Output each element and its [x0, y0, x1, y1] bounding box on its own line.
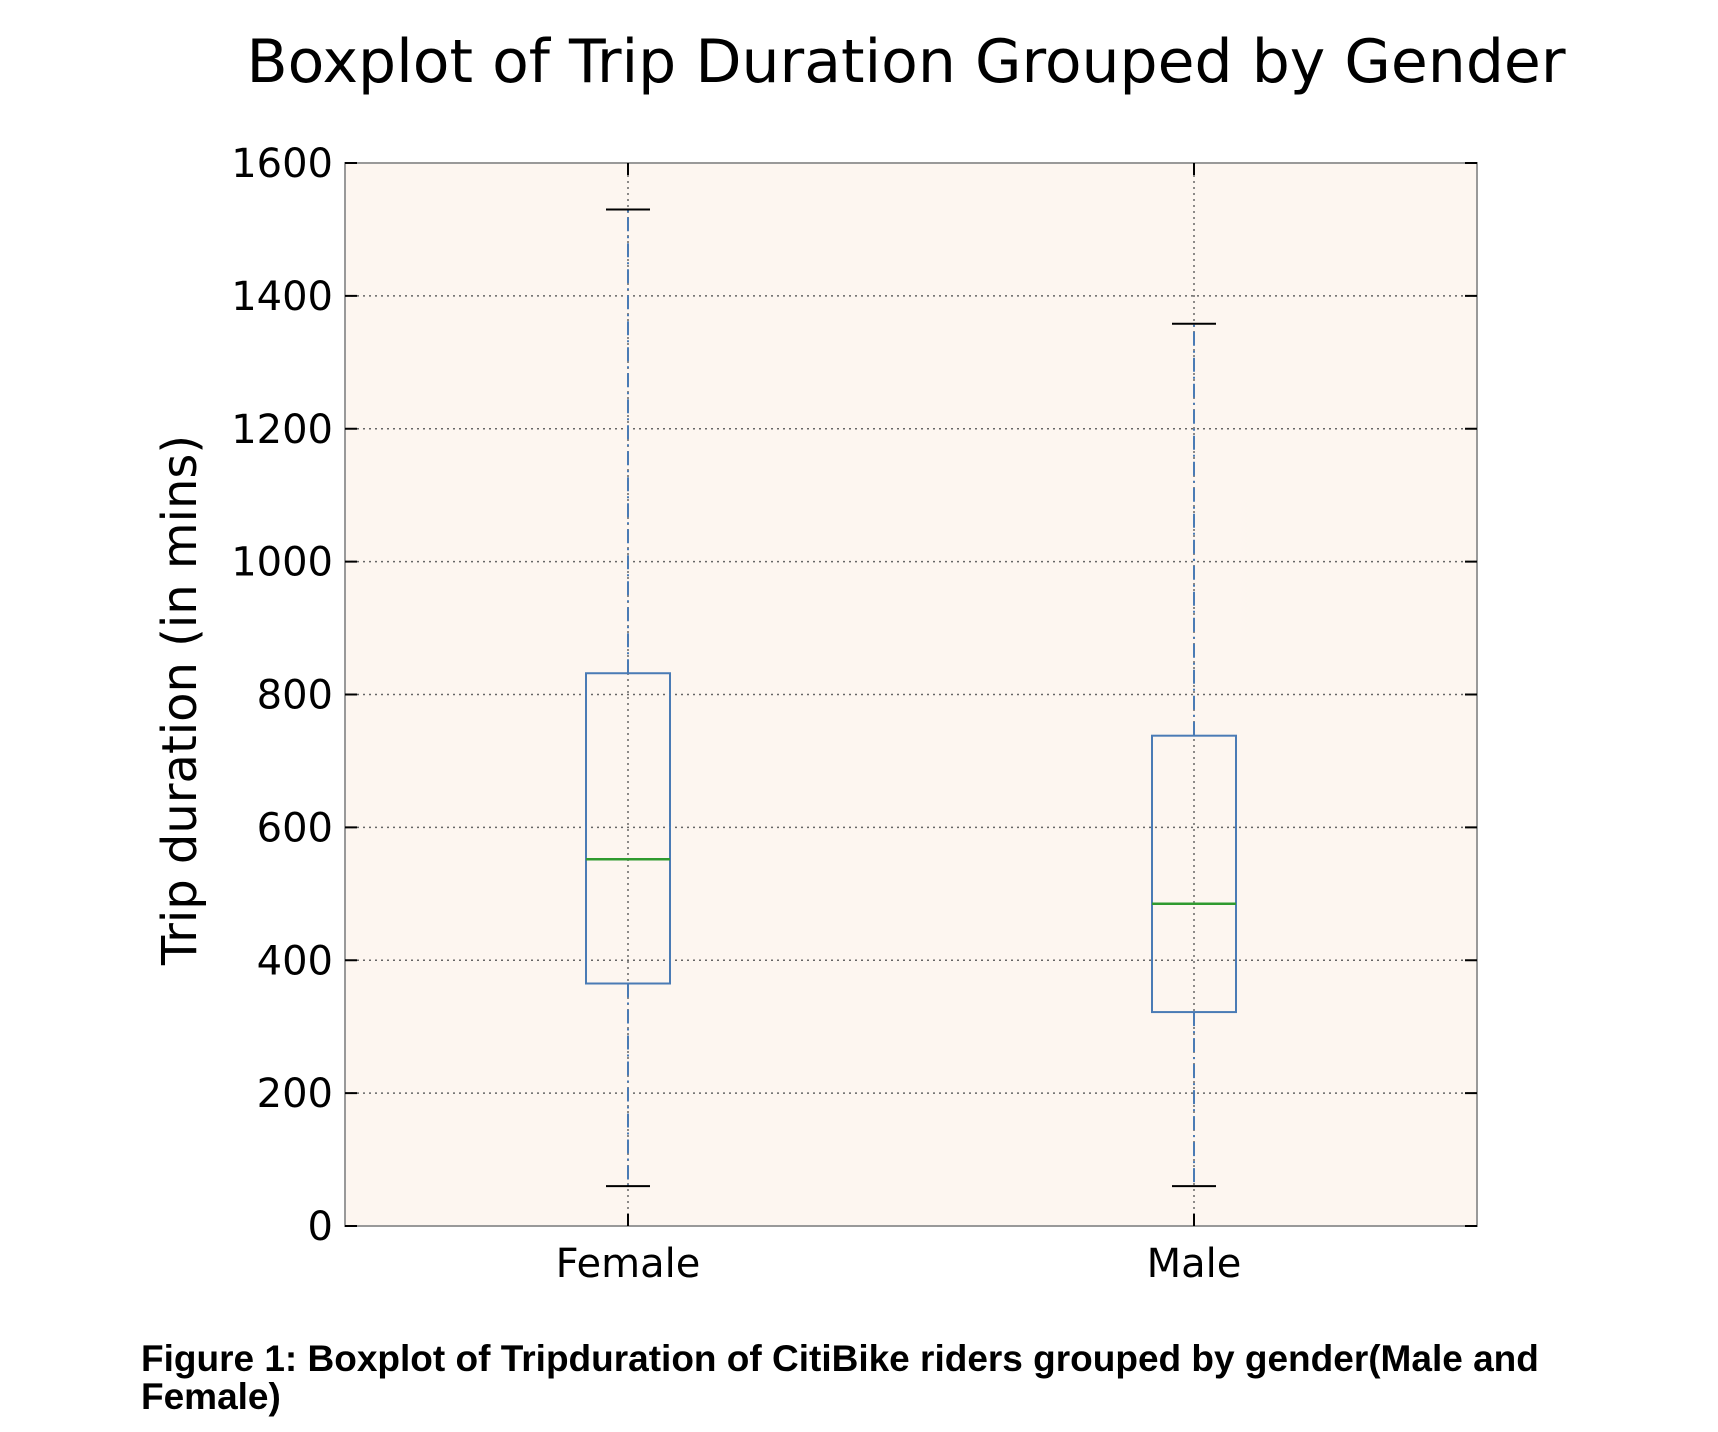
y-tick-label: 1600	[231, 141, 333, 187]
y-tick-label: 400	[257, 938, 333, 984]
box-male	[1151, 322, 1237, 1188]
boxes-group	[585, 208, 1237, 1188]
y-tick-label: 0	[308, 1204, 333, 1250]
figure-caption: Figure 1: Boxplot of Tripduration of Cit…	[141, 1338, 1539, 1417]
y-tick-label: 800	[257, 673, 333, 719]
iqr-box	[1151, 734, 1237, 1014]
x-tick-label: Male	[1147, 1241, 1242, 1287]
box-female	[585, 208, 671, 1188]
y-tick-label: 200	[257, 1071, 333, 1117]
y-tick-label: 1400	[231, 274, 333, 320]
chart-title: Boxplot of Trip Duration Grouped by Gend…	[246, 27, 1565, 97]
grid-lines	[345, 163, 1477, 1226]
axis-ticks: 0 200 400 600 800 1000 1200 1400 1600 Female Male	[231, 141, 1477, 1287]
x-tick-label: Female	[556, 1241, 701, 1287]
y-tick-label: 600	[257, 805, 333, 851]
y-tick-label: 1000	[231, 540, 333, 586]
y-tick-label: 1200	[231, 407, 333, 453]
iqr-box	[585, 672, 671, 985]
y-axis-label: Trip duration (in mins)	[152, 435, 208, 966]
